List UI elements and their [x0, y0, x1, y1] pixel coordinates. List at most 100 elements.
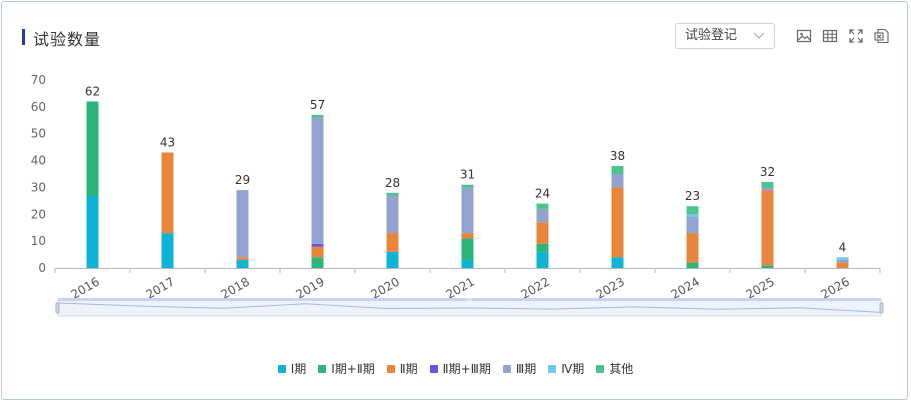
bar-segment[interactable] [761, 182, 774, 188]
x-tick-label: 2026 [819, 274, 852, 301]
bar-segment[interactable] [461, 259, 474, 268]
bar-total-label: 57 [310, 98, 325, 112]
x-tick-label: 2020 [369, 274, 402, 301]
bar-segment[interactable] [686, 214, 699, 217]
bar-total-label: 4 [839, 240, 847, 254]
bar-segment[interactable] [311, 243, 324, 247]
fullscreen-icon[interactable] [848, 28, 864, 44]
bar-segment[interactable] [836, 262, 849, 268]
bar-segment[interactable] [611, 187, 624, 258]
legend-label: Ⅲ期 [515, 362, 537, 376]
bar-segment[interactable] [536, 203, 549, 209]
bar-segment[interactable] [236, 259, 249, 268]
x-tick-label: 2025 [744, 274, 777, 301]
bar-segment[interactable] [686, 206, 699, 215]
legend-label: Ⅱ期+Ⅲ期 [442, 362, 491, 376]
bar-segment[interactable] [611, 165, 624, 174]
x-tick-label: 2019 [294, 274, 327, 301]
bar-segment[interactable] [161, 233, 174, 268]
bar-segment[interactable] [461, 184, 474, 188]
legend-item[interactable]: Ⅲ期 [502, 360, 537, 377]
y-tick-label: 30 [31, 180, 46, 194]
x-tick-label: 2018 [219, 274, 252, 301]
bar-segment[interactable] [311, 257, 324, 268]
registry-select-value: 试验登记 [685, 28, 738, 43]
legend-item[interactable]: Ⅳ期 [548, 360, 584, 377]
chart-legend: Ⅰ期 Ⅰ期+Ⅱ期 Ⅱ期 Ⅱ期+Ⅲ期 Ⅲ期 Ⅳ期 其他 [0, 360, 911, 377]
bar-total-label: 23 [685, 189, 700, 203]
page-title: 试验数量 [33, 30, 102, 49]
legend-label: Ⅱ期 [399, 362, 418, 376]
legend-label: Ⅰ期+Ⅱ期 [331, 362, 375, 376]
slider-selection-bar[interactable] [58, 298, 881, 301]
legend-swatch [596, 364, 605, 373]
bar-segment[interactable] [611, 174, 624, 188]
bar-segment[interactable] [536, 251, 549, 268]
legend-swatch [429, 364, 438, 373]
bar-total-label: 28 [385, 176, 400, 190]
x-tick-label: 2024 [669, 274, 702, 301]
bar-segment[interactable] [761, 187, 774, 191]
x-tick-label: 2022 [519, 274, 552, 301]
bar-segment[interactable] [311, 117, 324, 244]
legend-swatch [318, 364, 327, 373]
bar-total-label: 43 [160, 136, 175, 150]
slider-handle-left[interactable] [55, 302, 60, 314]
x-tick-label: 2023 [594, 274, 627, 301]
legend-item[interactable]: 其他 [596, 360, 633, 377]
bar-segment[interactable] [86, 195, 99, 268]
image-icon[interactable] [796, 28, 812, 44]
y-tick-label: 60 [31, 100, 46, 114]
bar-segment[interactable] [836, 257, 849, 260]
bar-segment[interactable] [386, 192, 399, 196]
bar-total-label: 29 [235, 173, 250, 187]
y-tick-label: 0 [38, 261, 46, 275]
bar-segment[interactable] [236, 257, 249, 260]
bar-segment[interactable] [311, 246, 324, 258]
bar-segment[interactable] [236, 190, 249, 258]
bar-segment[interactable] [761, 190, 774, 266]
bar-segment[interactable] [386, 233, 399, 252]
bar-total-label: 38 [610, 149, 625, 163]
bar-segment[interactable] [761, 265, 774, 268]
legend-swatch [386, 364, 395, 373]
bar-segment[interactable] [686, 262, 699, 268]
bar-segment[interactable] [611, 257, 624, 268]
bar-segment[interactable] [386, 195, 399, 234]
bar-segment[interactable] [686, 233, 699, 263]
slider-grip-icon[interactable]: ||| [466, 297, 473, 305]
bar-segment[interactable] [536, 222, 549, 244]
legend-label: Ⅳ期 [561, 362, 585, 376]
bar-segment[interactable] [536, 243, 549, 252]
y-tick-label: 50 [31, 127, 46, 141]
legend-label: Ⅰ期 [290, 362, 307, 376]
bar-segment[interactable] [86, 101, 99, 196]
legend-item[interactable]: Ⅱ期 [386, 360, 418, 377]
bar-segment[interactable] [461, 233, 474, 239]
chevron-down-icon [753, 32, 765, 39]
legend-label: 其他 [609, 362, 634, 376]
legend-item[interactable]: Ⅱ期+Ⅲ期 [429, 360, 491, 377]
table-icon[interactable] [822, 28, 838, 44]
bar-segment[interactable] [386, 251, 399, 268]
bar-segment[interactable] [536, 208, 549, 223]
x-tick-label: 2017 [144, 274, 177, 301]
bar-total-label: 62 [85, 84, 100, 98]
y-tick-label: 40 [31, 154, 46, 168]
slider-preview-line [57, 302, 882, 313]
bar-segment[interactable] [686, 216, 699, 234]
x-tick-label: 2016 [69, 274, 102, 301]
bar-segment[interactable] [836, 259, 849, 263]
zoom-slider[interactable]: ||| [55, 297, 884, 317]
bar-segment[interactable] [311, 114, 324, 118]
bar-segment[interactable] [461, 187, 474, 234]
bar-segment[interactable] [161, 152, 174, 234]
legend-item[interactable]: Ⅰ期+Ⅱ期 [318, 360, 375, 377]
legend-item[interactable]: Ⅰ期 [277, 360, 307, 377]
legend-swatch [277, 364, 286, 373]
excel-icon[interactable] [874, 28, 890, 44]
slider-handle-right[interactable] [879, 302, 884, 314]
registry-select[interactable]: 试验登记 [675, 23, 775, 49]
bar-total-label: 32 [760, 165, 775, 179]
bar-segment[interactable] [461, 238, 474, 260]
